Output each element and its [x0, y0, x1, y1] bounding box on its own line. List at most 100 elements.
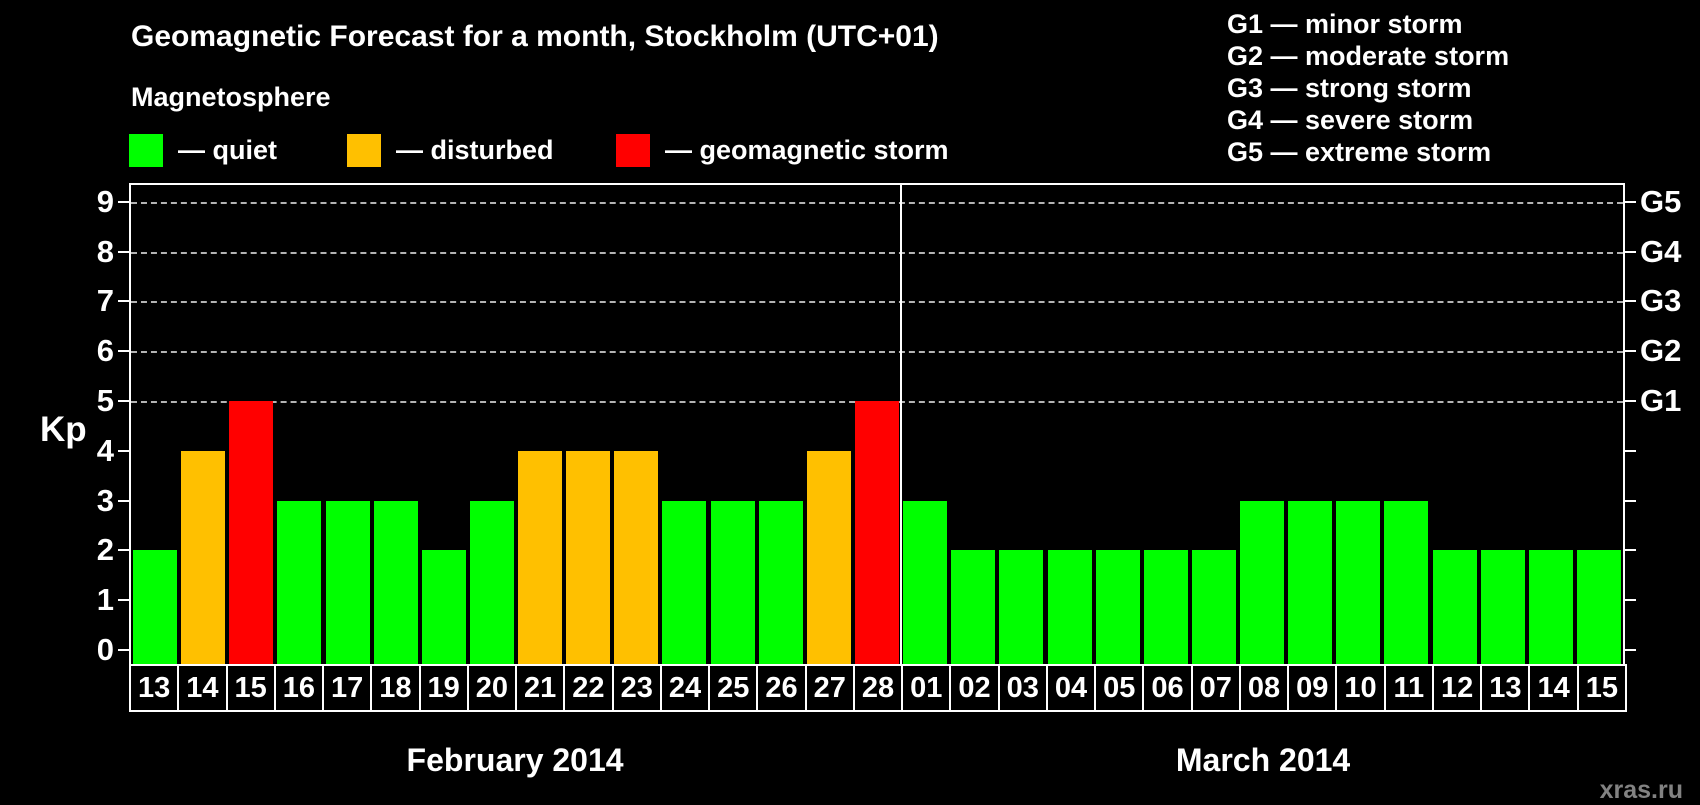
bar-mar-13: [1480, 550, 1525, 664]
gridline-kp-9: [131, 201, 1623, 204]
kp-tick-label-5: 5: [96, 383, 114, 418]
bar-feb-25: [710, 500, 755, 664]
month-label-feb: February 2014: [406, 742, 624, 778]
kp-tick-4: [118, 449, 129, 452]
g-axis-label-g4: G4: [1640, 233, 1682, 269]
bar-feb-26: [758, 500, 803, 664]
kp-tick-8: [118, 250, 129, 253]
g-axis-label-g3: G3: [1640, 283, 1682, 319]
g-axis-label-g2: G2: [1640, 333, 1682, 369]
day-label-mar-13: 13: [1480, 664, 1531, 712]
day-label-feb-19: 19: [418, 664, 469, 712]
g-axis-label-g5: G5: [1640, 183, 1682, 219]
day-label-feb-25: 25: [708, 664, 759, 712]
magnetosphere-label: Magnetosphere: [131, 82, 331, 112]
right-tick-0: [1625, 649, 1636, 651]
kp-tick-label-1: 1: [96, 582, 114, 618]
bar-feb-15: [229, 401, 274, 664]
right-tick-6: [1625, 350, 1636, 353]
right-tick-3: [1625, 499, 1636, 502]
watermark: xras.ru: [1599, 776, 1683, 804]
g1-legend-line: G1 — minor storm: [1227, 9, 1463, 39]
plot-area: [129, 183, 1625, 666]
day-label-mar-09: 09: [1287, 664, 1338, 712]
month-separator-line: [900, 185, 903, 664]
right-tick-8: [1625, 250, 1636, 253]
bar-feb-21: [518, 450, 563, 664]
day-label-feb-28: 28: [852, 664, 904, 712]
right-tick-5: [1625, 400, 1636, 402]
month-label-mar: March 2014: [1175, 742, 1351, 778]
bar-mar-06: [1143, 550, 1188, 664]
day-label-mar-15: 15: [1576, 664, 1627, 712]
storm-color-swatch: [616, 133, 650, 167]
quiet-color-swatch: [129, 133, 163, 167]
kp-tick-1: [118, 599, 129, 602]
bar-feb-19: [421, 550, 466, 664]
bar-feb-14: [181, 450, 226, 664]
day-label-mar-11: 11: [1383, 664, 1434, 712]
day-label-mar-05: 05: [1094, 664, 1145, 712]
bar-mar-01: [903, 500, 948, 664]
g4-legend-line: G4 — severe storm: [1227, 105, 1474, 135]
day-label-feb-20: 20: [466, 664, 518, 712]
bar-mar-10: [1336, 500, 1381, 664]
bar-mar-15: [1576, 550, 1621, 664]
kp-tick-0: [118, 649, 129, 651]
day-label-mar-04: 04: [1045, 664, 1097, 712]
day-label-feb-13: 13: [129, 664, 180, 712]
day-label-mar-01: 01: [901, 664, 952, 712]
day-label-mar-03: 03: [997, 664, 1048, 712]
day-label-feb-26: 26: [756, 664, 807, 712]
kp-tick-9: [118, 200, 129, 203]
legend-item-disturbed: — disturbed: [347, 133, 554, 167]
gridline-kp-6: [131, 351, 1623, 354]
g3-legend-line: G3 — strong storm: [1227, 73, 1472, 103]
legend-item-storm: — geomagnetic storm: [616, 133, 949, 167]
day-label-mar-08: 08: [1238, 664, 1290, 712]
kp-tick-3: [118, 499, 129, 502]
g5-legend-line: G5 — extreme storm: [1227, 137, 1492, 167]
legend-item-quiet: — quiet: [129, 133, 277, 167]
right-tick-1: [1625, 599, 1636, 602]
bar-feb-22: [566, 450, 611, 664]
kp-tick-5: [118, 400, 129, 402]
day-label-feb-17: 17: [322, 664, 373, 712]
day-label-mar-12: 12: [1431, 664, 1483, 712]
bar-feb-17: [325, 500, 370, 664]
bar-mar-09: [1288, 500, 1333, 664]
bar-mar-12: [1432, 550, 1477, 664]
kp-tick-label-6: 6: [96, 333, 114, 369]
storm-legend-label: — geomagnetic storm: [665, 134, 949, 165]
bar-mar-07: [1191, 550, 1236, 664]
gridline-kp-7: [131, 301, 1623, 304]
kp-tick-6: [118, 350, 129, 353]
bar-feb-20: [469, 500, 514, 664]
kp-tick-label-2: 2: [96, 532, 114, 568]
bar-feb-24: [662, 500, 707, 664]
day-label-mar-06: 06: [1142, 664, 1193, 712]
bar-mar-02: [951, 550, 996, 664]
bar-feb-28: [855, 401, 899, 664]
kp-tick-7: [118, 300, 129, 303]
kp-tick-label-9: 9: [96, 183, 114, 219]
right-tick-2: [1625, 549, 1636, 552]
day-label-feb-15: 15: [225, 664, 276, 712]
quiet-legend-label: — quiet: [178, 134, 277, 165]
right-tick-4: [1625, 449, 1636, 452]
chart-title: Geomagnetic Forecast for a month, Stockh…: [131, 20, 939, 53]
bar-feb-27: [806, 450, 851, 664]
day-label-feb-21: 21: [515, 664, 566, 712]
day-label-mar-07: 07: [1190, 664, 1241, 712]
kp-tick-label-0: 0: [96, 632, 114, 667]
kp-tick-2: [118, 549, 129, 552]
day-label-feb-22: 22: [563, 664, 614, 712]
g-axis-label-g1: G1: [1640, 383, 1682, 418]
g-scale-legend: G1 — minor storm G2 — moderate storm G3 …: [1227, 8, 1509, 168]
disturbed-legend-label: — disturbed: [396, 134, 554, 165]
gridline-kp-8: [131, 251, 1623, 254]
day-label-feb-18: 18: [370, 664, 421, 712]
day-label-feb-24: 24: [659, 664, 711, 712]
kp-tick-label-8: 8: [96, 233, 114, 269]
kp-tick-label-4: 4: [96, 432, 114, 468]
